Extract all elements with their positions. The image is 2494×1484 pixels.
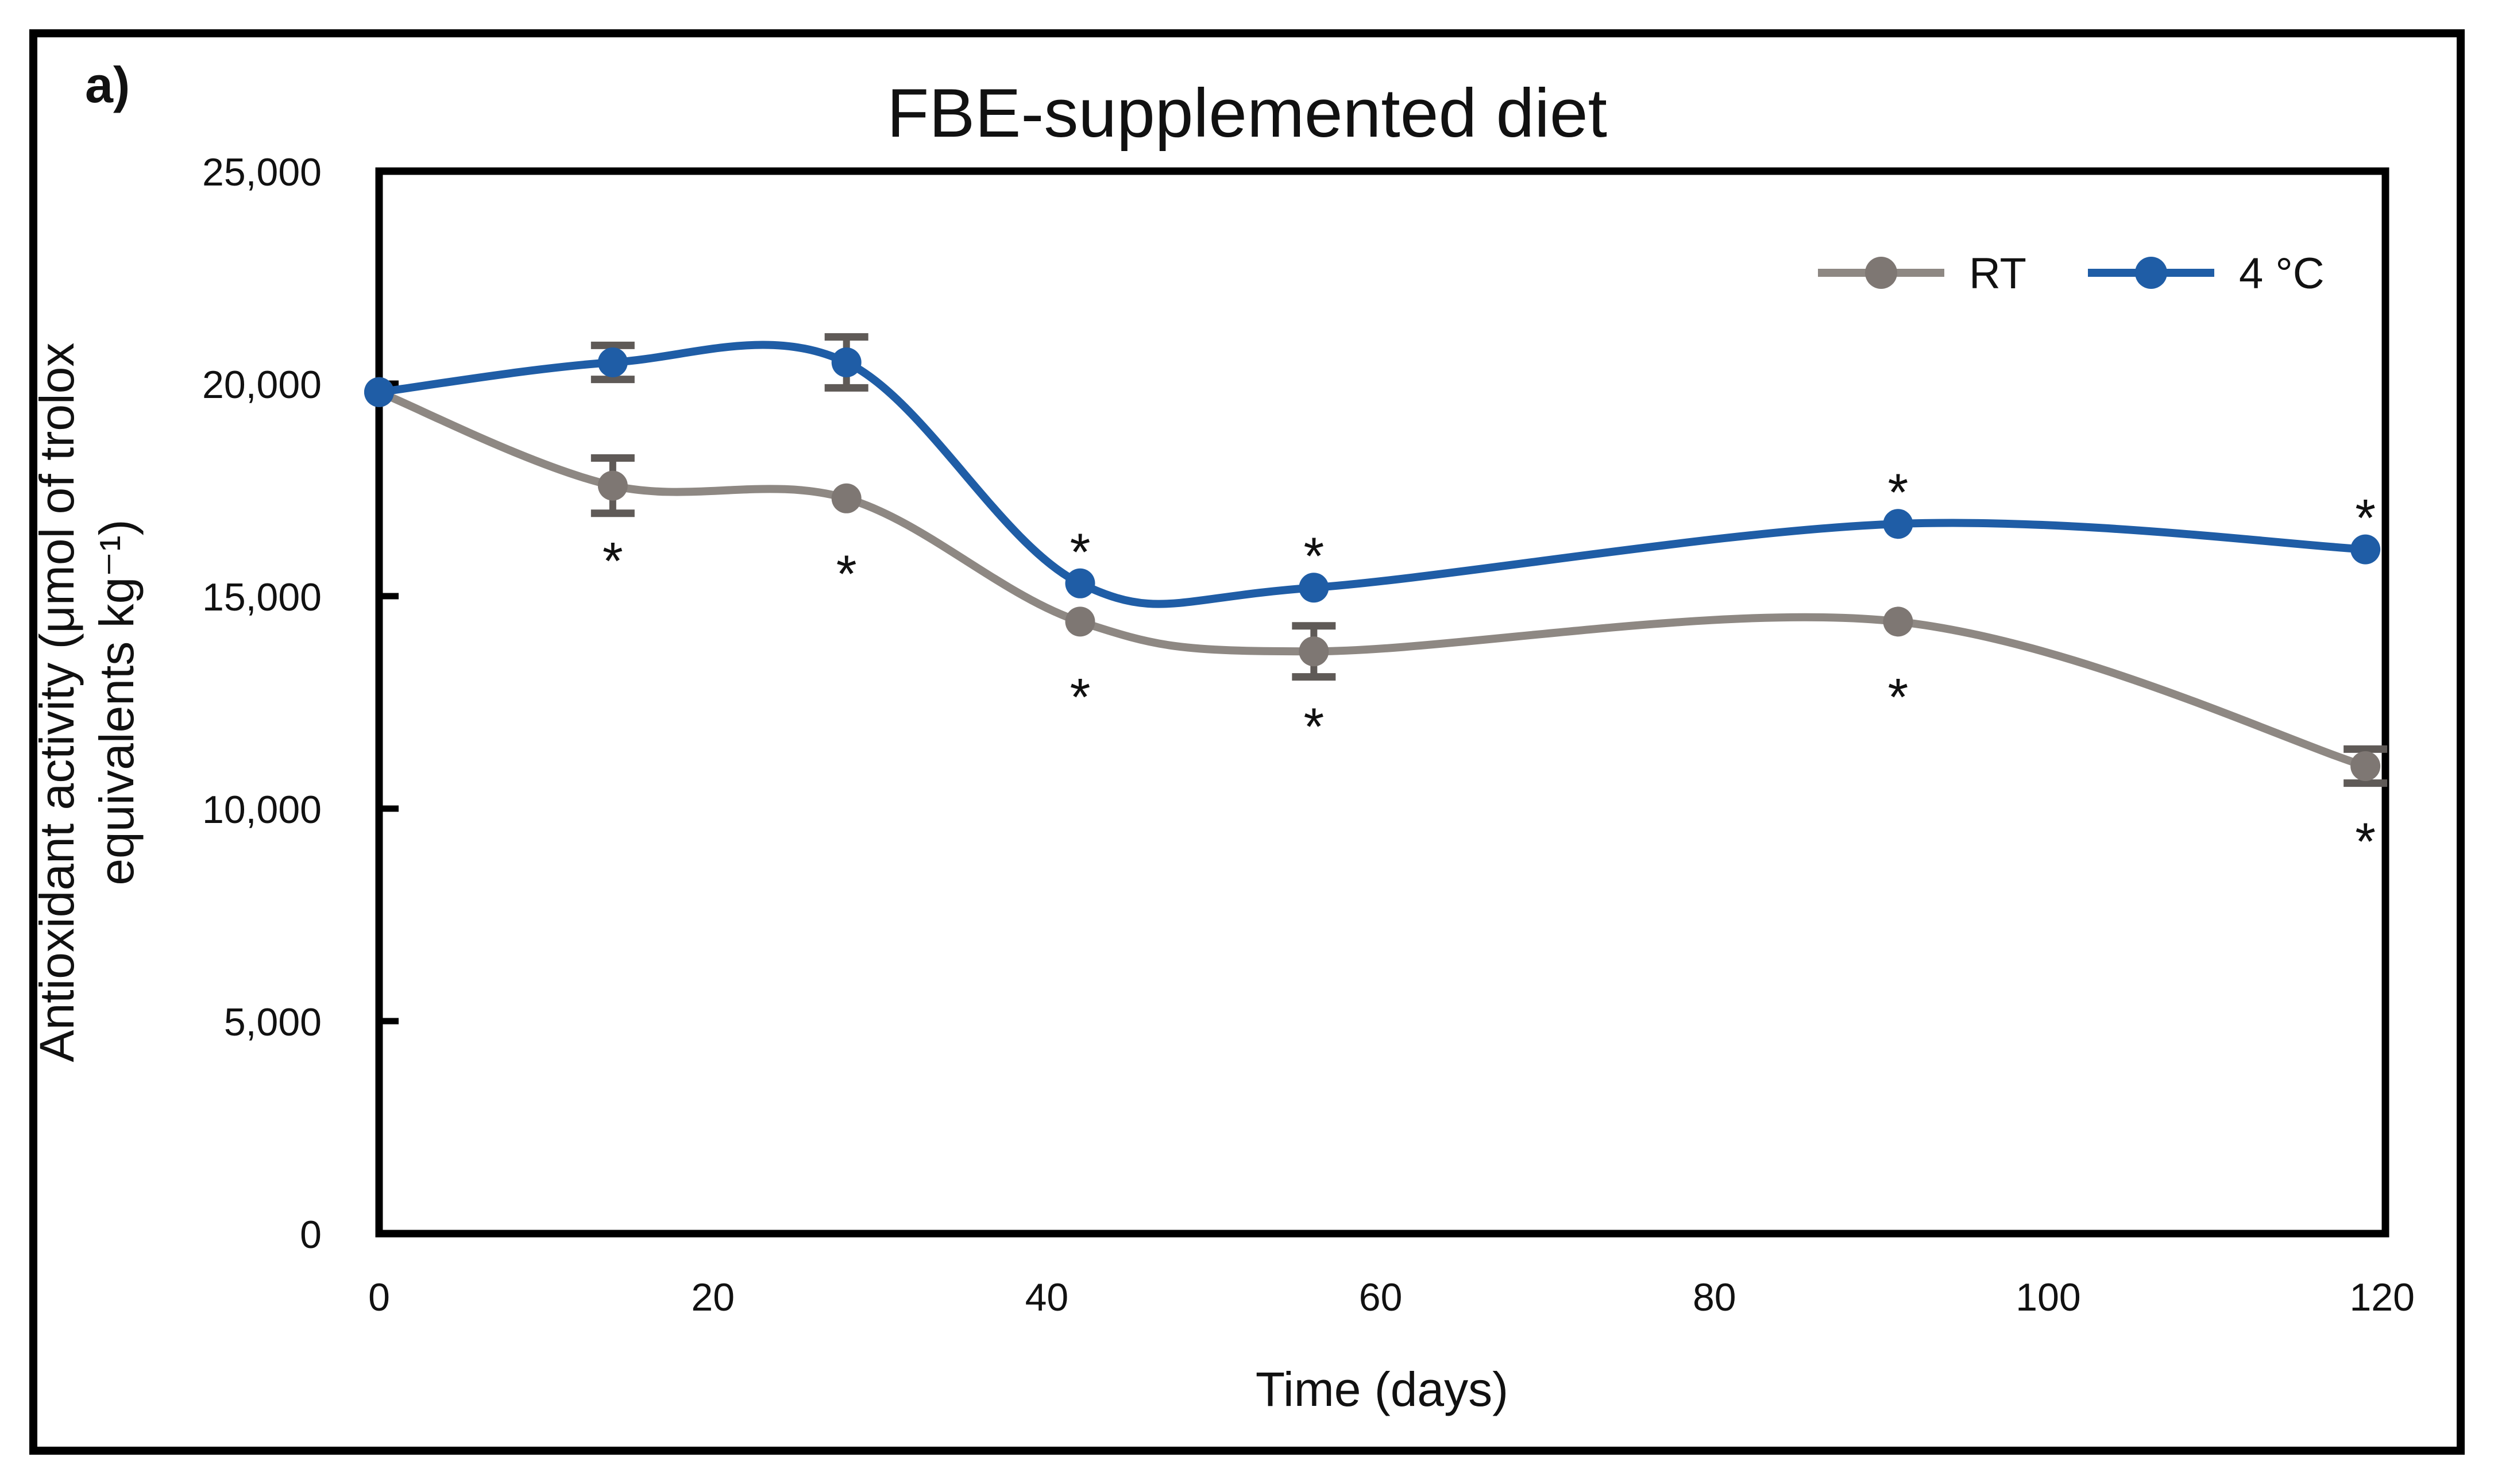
legend-item-rt: RT xyxy=(1818,249,2026,298)
data-point-RT xyxy=(831,483,862,513)
x-tick-label: 80 xyxy=(1693,1276,1736,1319)
y-axis-title-line1: Antioxidant activity (μmol of trolox xyxy=(30,343,84,1062)
plot-content: 0 5,000 10,000 15,000 20,000 25,000 0 20 40 60 80 1… xyxy=(202,150,2415,1319)
legend-4c-marker xyxy=(2135,257,2167,289)
x-tick-label: 100 xyxy=(2016,1276,2080,1319)
panel-label: a) xyxy=(85,56,130,113)
plot-area-border xyxy=(375,167,2389,1238)
y-tick-label: 15,000 xyxy=(202,575,322,619)
data-point-RT xyxy=(1883,606,1913,637)
data-point-4°C xyxy=(1299,573,1329,603)
x-tick-label: 60 xyxy=(1359,1276,1403,1319)
data-point-4°C xyxy=(831,347,862,377)
data-point-RT xyxy=(2350,751,2381,781)
data-point-4°C xyxy=(2350,534,2381,565)
data-point-4°C xyxy=(597,347,628,377)
data-point-4°C xyxy=(1065,568,1095,598)
x-tick-label: 20 xyxy=(691,1276,735,1319)
x-tick-label: 40 xyxy=(1025,1276,1069,1319)
y-tick-label: 10,000 xyxy=(202,788,322,832)
significance-asterisk: * xyxy=(1070,668,1091,726)
significance-asterisk: * xyxy=(2355,813,2376,871)
y-tick-label: 0 xyxy=(300,1213,322,1257)
x-tick-label: 0 xyxy=(368,1276,390,1319)
significance-asterisk: * xyxy=(836,545,857,604)
legend-rt-marker xyxy=(1865,257,1897,289)
legend-rt-label: RT xyxy=(1969,249,2026,298)
significance-asterisk: * xyxy=(1070,523,1091,582)
legend-item-4c: 4 °C xyxy=(2088,249,2325,298)
significance-asterisk: * xyxy=(1303,527,1324,586)
y-tick-label: 25,000 xyxy=(202,150,322,194)
data-point-RT xyxy=(597,470,628,501)
x-tick-label: 120 xyxy=(2349,1276,2414,1319)
legend: RT 4 °C xyxy=(1818,249,2325,298)
data-point-4°C xyxy=(364,377,394,407)
y-axis-title-line2: equivalents kg⁻¹) xyxy=(90,519,144,885)
figure-border xyxy=(29,29,2465,1455)
series-line-4°C xyxy=(379,341,2366,608)
significance-asterisk: * xyxy=(1303,698,1324,756)
legend-4c-label: 4 °C xyxy=(2239,249,2325,298)
significance-asterisk: * xyxy=(1888,668,1909,726)
series-line-RT xyxy=(377,388,2367,770)
data-point-RT xyxy=(1065,606,1095,637)
significance-asterisk: * xyxy=(2355,489,2376,548)
x-axis-title: Time (days) xyxy=(1256,1362,1508,1416)
chart-title: FBE-supplemented diet xyxy=(887,75,1607,152)
data-point-4°C xyxy=(1883,509,1913,539)
y-tick-label: 5,000 xyxy=(224,1000,322,1044)
significance-asterisk: * xyxy=(603,532,623,591)
significance-asterisk: * xyxy=(1888,463,1909,522)
data-point-RT xyxy=(1299,636,1329,667)
y-tick-label: 20,000 xyxy=(202,363,322,407)
